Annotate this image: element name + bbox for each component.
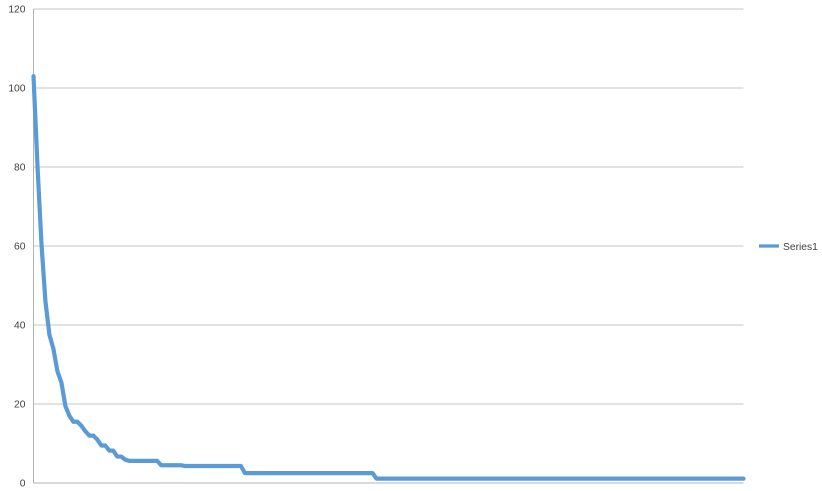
svg-text:80: 80 [14, 163, 26, 174]
svg-text:60: 60 [14, 242, 26, 253]
svg-text:0: 0 [20, 479, 26, 490]
svg-text:40: 40 [14, 321, 26, 332]
svg-text:Series1: Series1 [783, 242, 818, 253]
svg-text:100: 100 [8, 84, 25, 95]
svg-text:120: 120 [8, 5, 25, 16]
svg-text:20: 20 [14, 400, 26, 411]
